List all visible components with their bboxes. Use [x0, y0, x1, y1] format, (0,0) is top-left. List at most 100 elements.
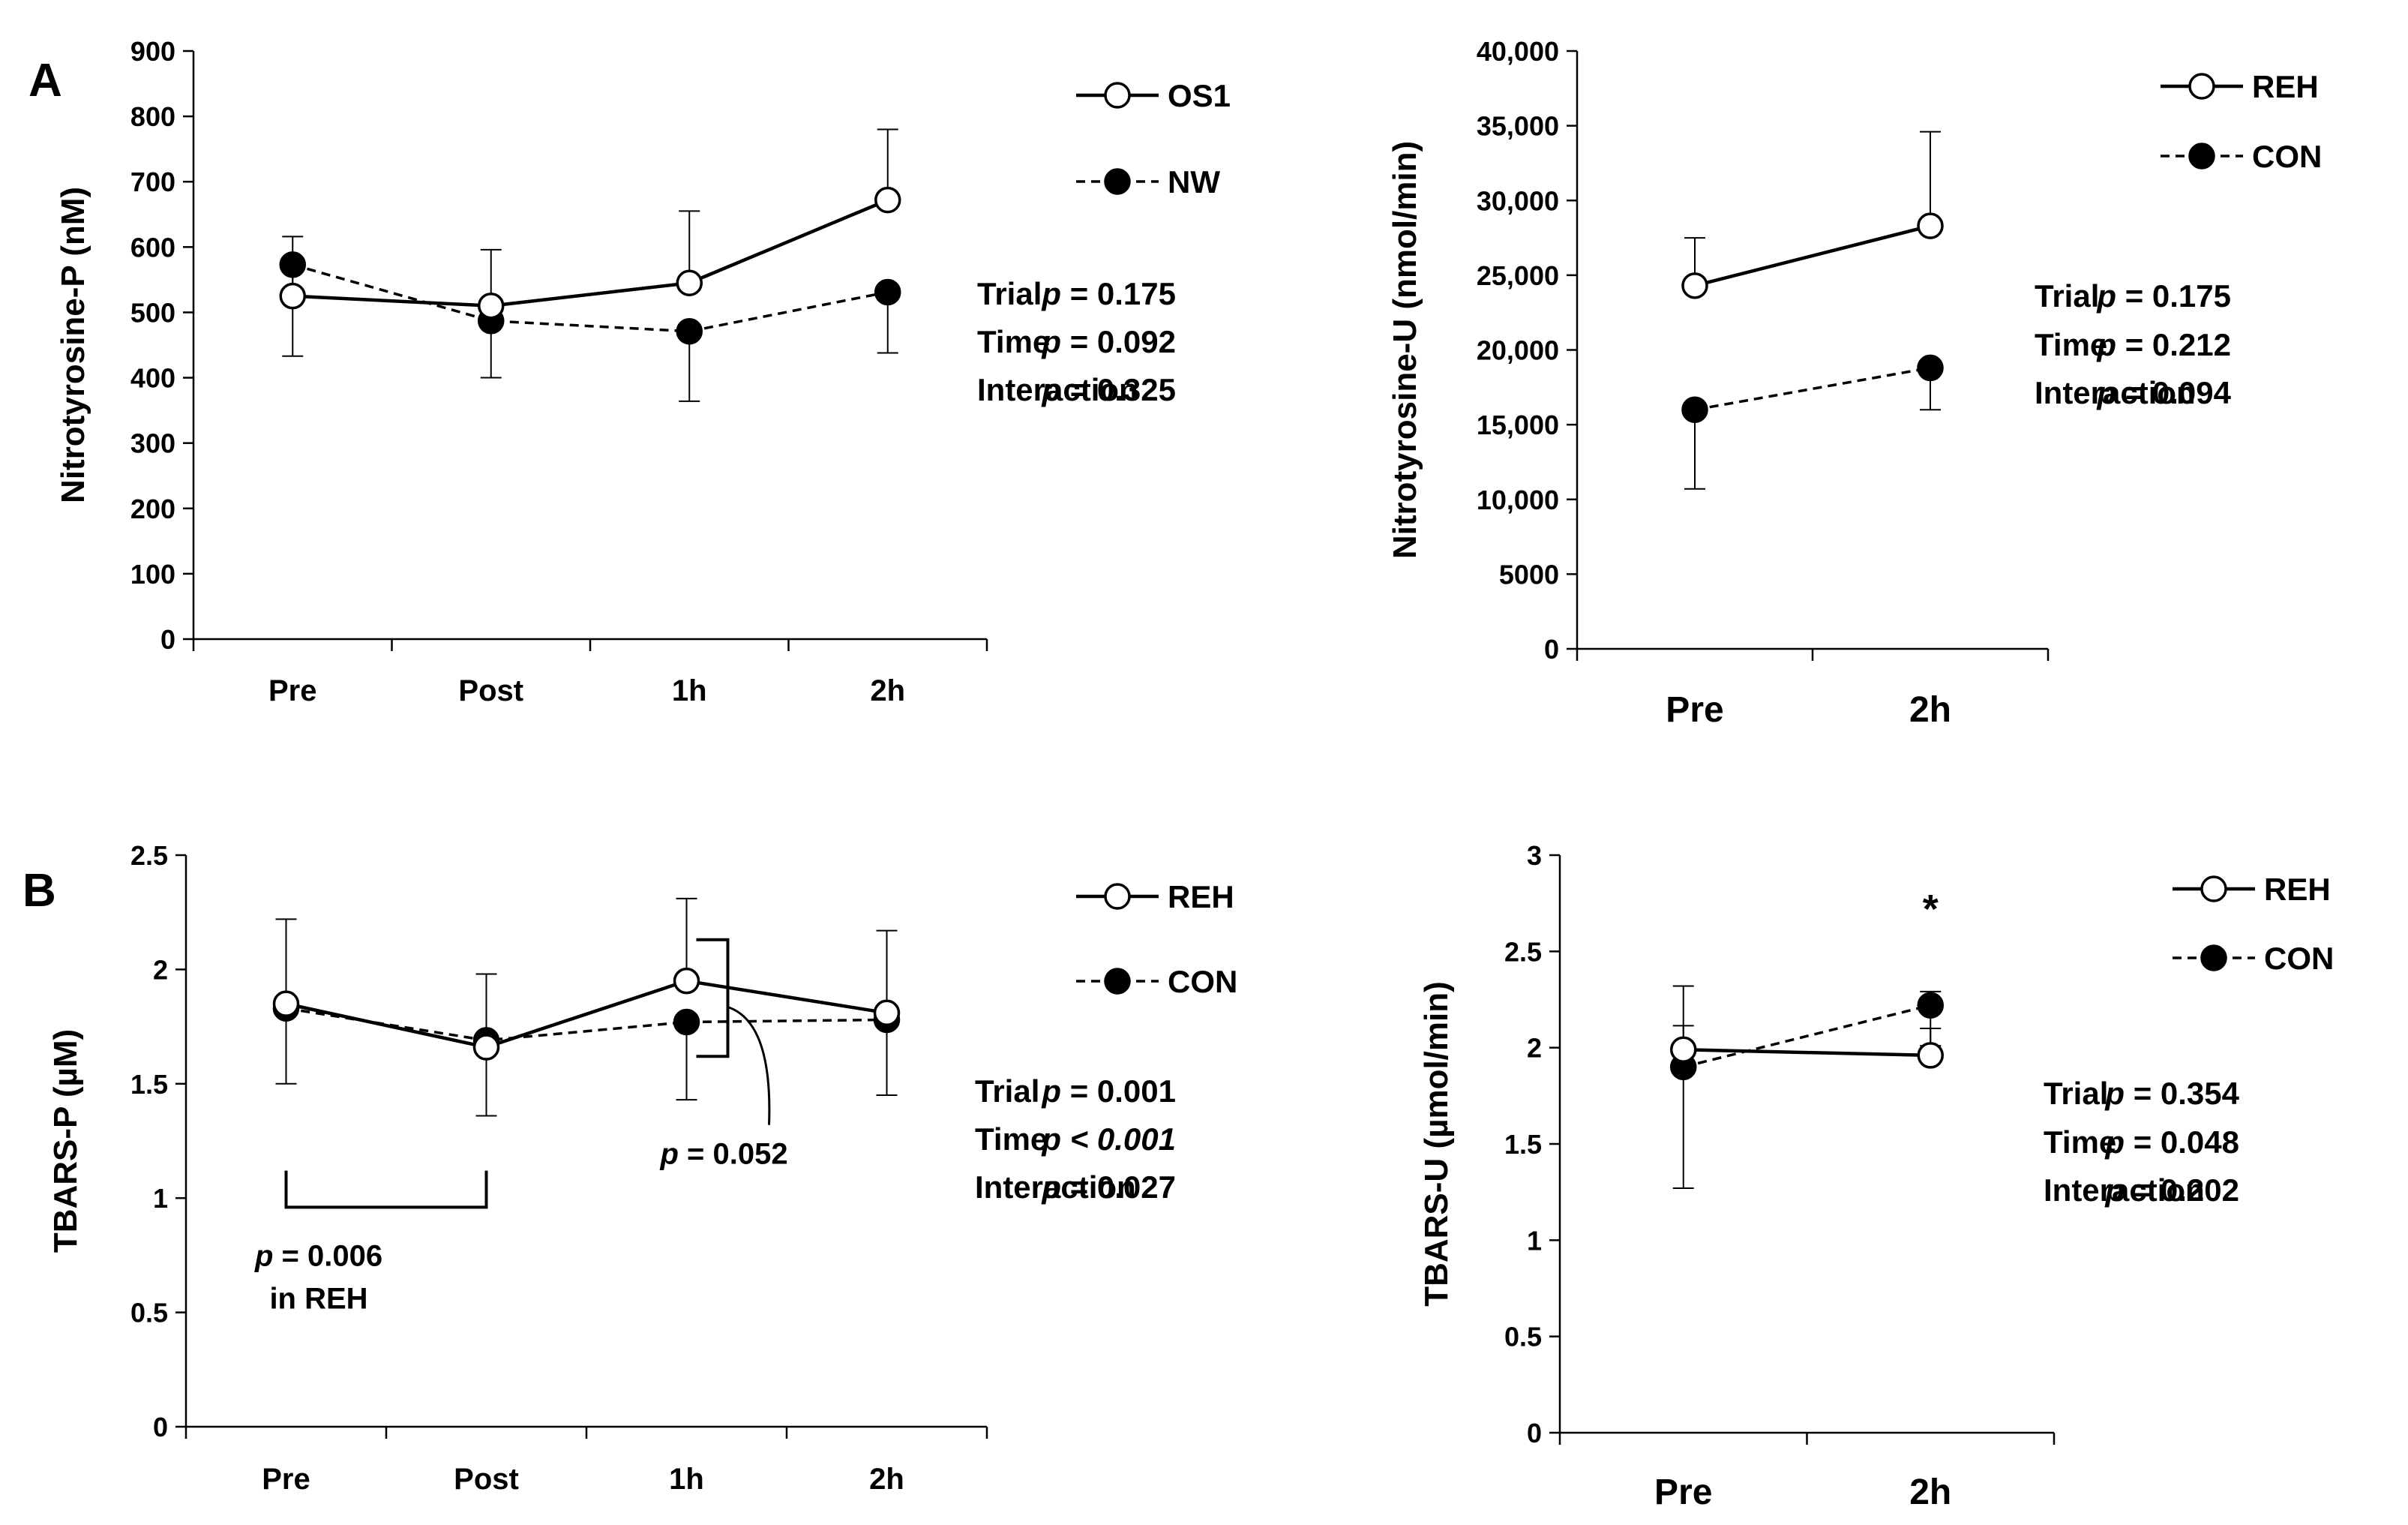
chart-b-right: 0 0.5 1 1.5 2 2.5 3 Pre 2h TBARS-U (µmol/min) REH C…: [1418, 840, 2334, 1512]
legend-label-con: CON: [2252, 139, 2322, 174]
y-tick-label: 5000: [1499, 559, 1559, 590]
stat-label: Time: [975, 1121, 1048, 1157]
stat-value-p-symbol: p: [2096, 278, 2116, 314]
legend-marker-con: [2200, 944, 2227, 971]
y-tick-label: 0: [1527, 1418, 1542, 1448]
data-point-os1: [874, 186, 901, 214]
data-point-nw: [279, 251, 306, 278]
y-tick-label: 20,000: [1477, 335, 1559, 366]
stat-value-p-value: = 0.092: [1061, 324, 1176, 359]
y-axis-title: Nitrotyrosine-P (nM): [55, 187, 91, 503]
y-tick-label: 0: [1544, 634, 1559, 665]
legend-label-reh: REH: [2252, 69, 2319, 104]
y-tick-label: 1: [1527, 1225, 1542, 1256]
y-tick-label: 2.5: [130, 840, 168, 871]
stat-value-p-symbol: p: [1041, 372, 1061, 407]
stat-value-p-value: = 0.048: [2125, 1124, 2239, 1160]
stat-value-p-value: < 0.001: [1061, 1121, 1176, 1157]
stat-value: p = 0.202: [2104, 1172, 2239, 1208]
series-line-con: [286, 1007, 887, 1042]
data-point-os1: [478, 292, 505, 320]
x-tick-label: 2h: [869, 1463, 904, 1496]
x-tick-label: Pre: [262, 1463, 310, 1496]
y-tick-label: 2.5: [1504, 936, 1542, 967]
y-tick-label: 2: [1527, 1033, 1542, 1064]
significance-label: p = 0.006: [254, 1239, 382, 1272]
data-point-reh: [472, 1034, 500, 1061]
data-point-nw: [874, 278, 901, 306]
stat-value-p-value: = 0.094: [2116, 375, 2232, 410]
legend-label-con: CON: [2264, 941, 2334, 976]
y-tick-label: 10,000: [1477, 485, 1559, 515]
series-line-con: [1694, 366, 1931, 411]
y-tick-label: 40,000: [1477, 36, 1559, 67]
data-point-os1: [676, 269, 703, 296]
y-tick-label: 900: [130, 36, 175, 67]
significance-leader: [727, 1006, 771, 1125]
stat-label: Interaction: [975, 1169, 1136, 1205]
y-tick-label: 25,000: [1477, 260, 1559, 291]
y-tick-label: 0.5: [1504, 1322, 1542, 1352]
stat-value: p = 0.212: [2096, 327, 2231, 362]
stat-value: p = 0.027: [1041, 1169, 1176, 1205]
stat-value-p-symbol: p: [1041, 276, 1061, 311]
x-tick-label: Post: [458, 674, 523, 707]
x-tick-label: Pre: [1654, 1472, 1712, 1512]
series-line-os1: [292, 198, 889, 308]
series-line-reh: [1694, 224, 1931, 288]
data-point-con: [1917, 354, 1944, 382]
panel-label-a: A: [28, 55, 62, 107]
stat-value: p = 0.175: [2096, 278, 2231, 314]
legend-label-os1: OS1: [1168, 78, 1231, 113]
series-line-reh: [1683, 1047, 1931, 1058]
stat-value-p-symbol: p: [1041, 324, 1061, 359]
y-tick-label: 0: [153, 1412, 168, 1442]
x-tick-label: 1h: [672, 674, 707, 707]
y-tick-label: 0.5: [130, 1298, 168, 1328]
y-axis-title: TBARS-U (µmol/min): [1418, 981, 1455, 1307]
stat-label: Time: [977, 324, 1050, 359]
y-tick-label: 30,000: [1477, 185, 1559, 216]
data-point-reh: [272, 990, 300, 1017]
legend-marker-reh: [1104, 883, 1131, 910]
stat-value-p-symbol: p: [2104, 1124, 2125, 1160]
legend-label-con: CON: [1168, 964, 1237, 999]
stat-value-p-value: = 0.212: [2116, 327, 2231, 362]
significance-star: *: [1923, 887, 1939, 932]
y-axis-title: Nitrotyrosine-U (nmol/min): [1387, 141, 1423, 559]
stat-label: Time: [2035, 327, 2107, 362]
stat-value: p = 0.325: [1041, 372, 1176, 407]
stat-value: p = 0.001: [1041, 1073, 1176, 1109]
significance-bracket-side: [696, 938, 730, 1058]
stat-label: Interaction: [2035, 375, 2196, 410]
x-tick-label: Pre: [268, 674, 317, 707]
data-point-con: [673, 1008, 700, 1036]
stat-label: Trial: [975, 1073, 1039, 1109]
significance-label-p-symbol: p: [254, 1239, 273, 1272]
y-tick-label: 15,000: [1477, 410, 1559, 440]
stat-value-p-symbol: p: [2104, 1076, 2125, 1111]
y-tick-label: 1.5: [130, 1069, 168, 1100]
series-line-nw: [292, 263, 889, 333]
significance-sublabel: in REH: [269, 1282, 367, 1315]
stat-label: Trial: [2044, 1076, 2108, 1111]
series-line-con: [1683, 1004, 1931, 1069]
stat-label: Interaction: [977, 372, 1138, 407]
stat-value: p = 0.094: [2096, 375, 2231, 410]
y-tick-label: 1.5: [1504, 1129, 1542, 1160]
data-point-reh: [1917, 1042, 1944, 1069]
y-tick-label: 300: [130, 428, 175, 459]
legend-label-reh: REH: [2264, 872, 2331, 907]
y-tick-label: 500: [130, 297, 175, 328]
data-point-nw: [676, 317, 703, 345]
chart-a-left: 0 100 200 300 400 500 600 700 800 900 Pre Post 1h 2h N…: [55, 36, 1231, 707]
y-tick-label: 1: [153, 1183, 168, 1214]
data-point-reh: [873, 999, 901, 1027]
panel-label-b: B: [22, 865, 56, 917]
stat-value: p < 0.001: [1041, 1121, 1176, 1157]
data-point-reh: [673, 967, 700, 995]
stat-value-p-value: = 0.325: [1061, 372, 1176, 407]
stat-label: Trial: [2035, 278, 2099, 314]
y-tick-label: 400: [130, 363, 175, 394]
y-tick-label: 700: [130, 167, 175, 197]
